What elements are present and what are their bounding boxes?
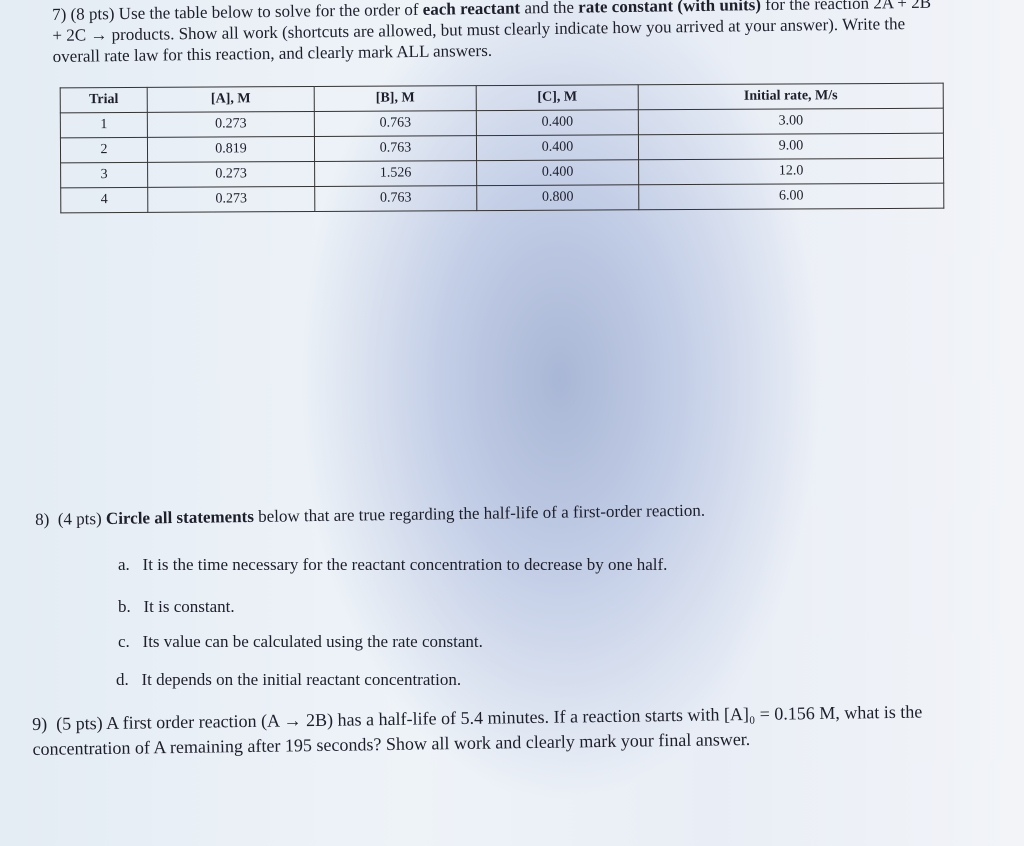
q7-points: (8 pts)	[70, 4, 115, 24]
option-letter: a.	[118, 555, 130, 574]
option-letter: c.	[118, 632, 130, 651]
table-cell: 3	[60, 162, 148, 188]
option-letter: b.	[118, 597, 131, 616]
table-cell: 0.273	[147, 111, 315, 138]
q7-text: Use the table below to solve for the ord…	[118, 0, 419, 24]
table-cell: 0.273	[147, 186, 315, 213]
table-cell: 1.526	[314, 160, 477, 187]
table-cell: 0.400	[476, 134, 639, 161]
table-cell: 0.273	[147, 161, 315, 188]
table-row: 4 0.273 0.763 0.800 6.00	[60, 183, 944, 213]
q7-text: and the	[524, 0, 575, 18]
q7-bold: rate constant (with units)	[578, 0, 762, 17]
q8-number: 8)	[35, 509, 50, 529]
q9-text: (5 pts) A first order reaction (A → 2B) …	[32, 701, 923, 759]
header-cell: [C], M	[476, 84, 639, 111]
header-cell: [B], M	[314, 85, 477, 112]
option-c: c. Its value can be calculated using the…	[118, 632, 483, 652]
question-8: 8) (4 pts) Circle all statements below t…	[35, 497, 935, 530]
table-cell: 9.00	[638, 133, 944, 160]
table-cell: 1	[60, 112, 148, 138]
table-cell: 12.0	[638, 158, 944, 185]
option-text: It is the time necessary for the reactan…	[142, 555, 668, 574]
table-cell: 4	[60, 187, 148, 213]
table-cell: 6.00	[638, 183, 944, 210]
option-d: d. It depends on the initial reactant co…	[116, 670, 461, 690]
q8-points: (4 pts)	[57, 509, 102, 529]
rate-data-table: Trial [A], M [B], M [C], M Initial rate,…	[60, 83, 945, 214]
q7-number: 7)	[52, 4, 67, 24]
option-b: b. It is constant.	[118, 597, 235, 617]
table-cell: 3.00	[638, 108, 944, 135]
option-text: Its value can be calculated using the ra…	[142, 632, 483, 651]
q9-number: 9)	[32, 713, 48, 734]
question-9: 9) (5 pts) A first order reaction (A → 2…	[32, 699, 993, 762]
q8-bold: Circle all statements	[105, 506, 255, 529]
table-cell: 2	[60, 137, 148, 163]
table-cell: 0.400	[476, 159, 639, 186]
option-letter: d.	[116, 670, 129, 689]
q7-bold: each reactant	[422, 0, 521, 19]
question-7: 7) (8 pts) Use the table below to solve …	[52, 0, 933, 67]
table-cell: 0.763	[314, 110, 477, 137]
option-text: It is constant.	[143, 597, 235, 616]
header-cell: Trial	[60, 87, 148, 113]
table-cell: 0.763	[314, 135, 477, 162]
q8-text: below that are true regarding the half-l…	[257, 500, 706, 526]
table-cell: 0.800	[476, 184, 639, 211]
table-cell: 0.819	[147, 136, 315, 163]
table-cell: 0.763	[314, 185, 477, 212]
header-cell: [A], M	[147, 86, 315, 113]
option-a: a. It is the time necessary for the reac…	[118, 555, 667, 575]
table-cell: 0.400	[476, 109, 639, 136]
option-text: It depends on the initial reactant conce…	[141, 670, 462, 689]
header-cell: Initial rate, M/s	[638, 83, 944, 110]
